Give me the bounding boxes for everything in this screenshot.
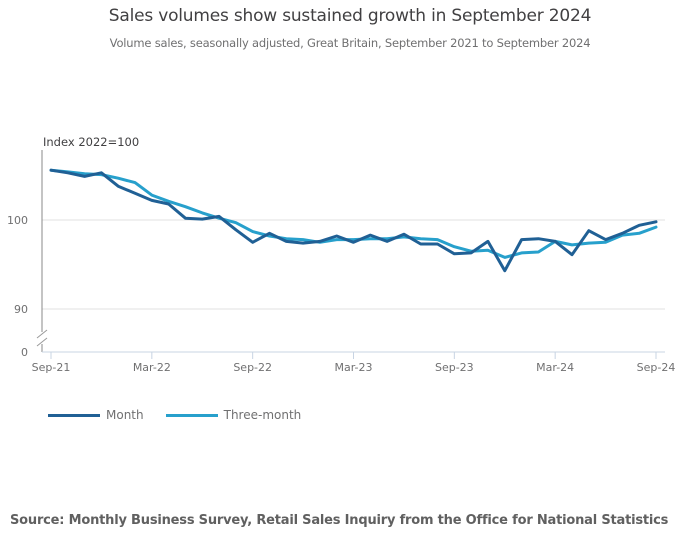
legend-swatch-three-month	[165, 413, 218, 417]
x-tick-label: Sep-22	[233, 361, 272, 374]
source-note: Source: Monthly Business Survey, Retail …	[10, 513, 669, 528]
legend-item-three-month[interactable]: Three-month	[165, 408, 302, 422]
legend-swatch-month	[48, 413, 100, 417]
series-line-three-month	[49, 168, 658, 259]
legend-label-month: Month	[106, 408, 144, 422]
legend-item-month[interactable]: Month	[48, 408, 144, 422]
x-tick-label: Mar-24	[536, 361, 574, 374]
y-tick-label: 0	[21, 346, 28, 359]
legend: Month Three-month	[48, 408, 323, 422]
x-tick-label: Sep-23	[435, 361, 474, 374]
axis-break-mark	[36, 329, 48, 339]
y-tick-label: 90	[14, 303, 28, 316]
x-tick-label: Sep-21	[32, 361, 71, 374]
axis-break-mark	[36, 337, 48, 347]
line-chart: Index 2022=100 0 90 100 Sep-21 Mar-22 Sep-22 Ma…	[7, 135, 676, 374]
series-line-month	[49, 168, 658, 273]
x-tick-label: Sep-24	[637, 361, 676, 374]
legend-label-three-month: Three-month	[223, 408, 302, 422]
y-tick-label: 100	[7, 214, 28, 227]
chart-subtitle: Volume sales, seasonally adjusted, Great…	[109, 36, 591, 50]
chart-title: Sales volumes show sustained growth in S…	[108, 6, 592, 26]
x-tick-label: Mar-23	[334, 361, 372, 374]
y-axis-label: Index 2022=100	[43, 135, 139, 149]
x-tick-label: Mar-22	[133, 361, 171, 374]
